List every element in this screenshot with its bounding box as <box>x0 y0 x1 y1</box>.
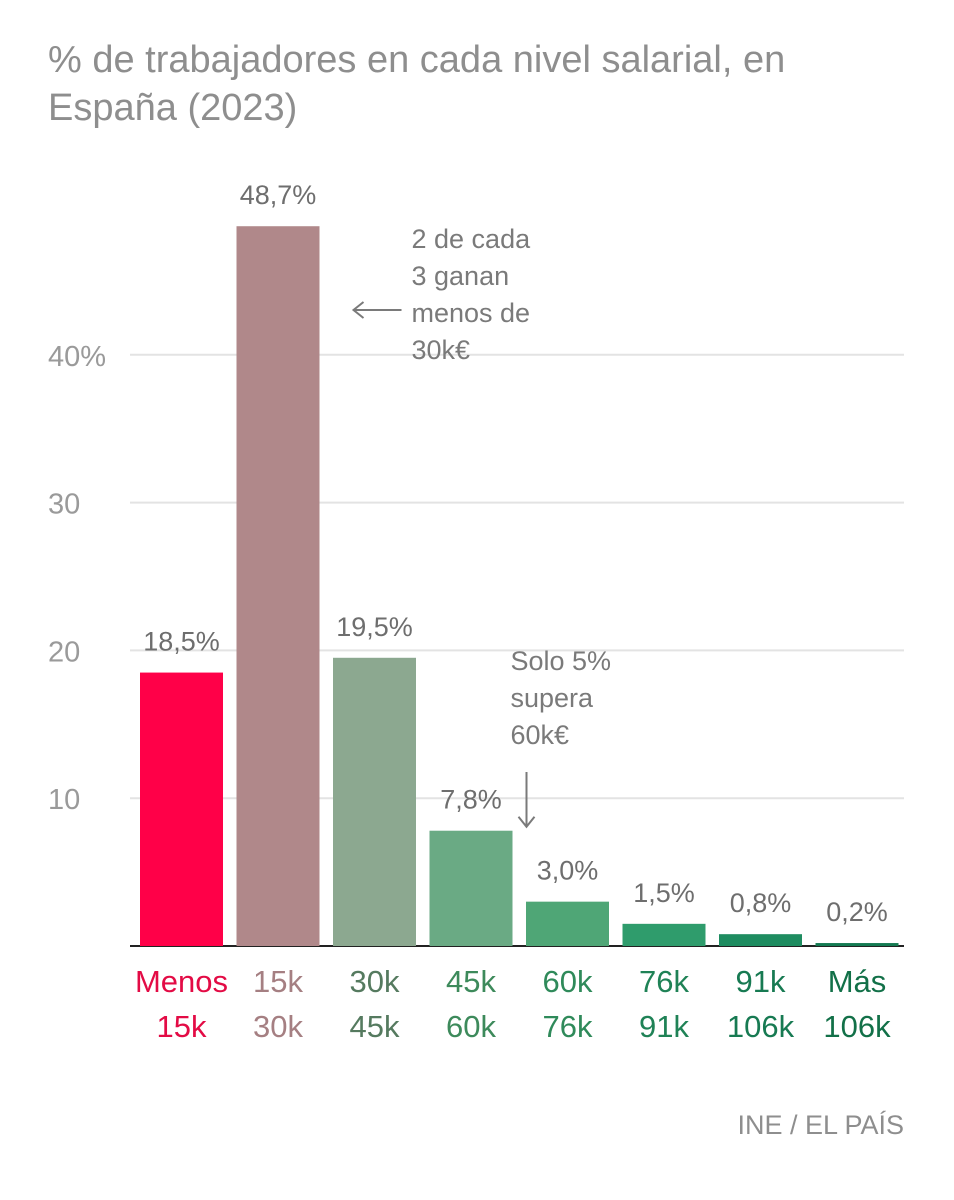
annotation-text: 60k€ <box>511 720 570 750</box>
annotation-text: supera <box>511 683 595 713</box>
annotations: 2 de cada 3 ganan menos de 30k€ Solo 5% super… <box>351 224 612 829</box>
bar <box>526 901 609 946</box>
annotation-text: 30k€ <box>412 335 471 365</box>
category-label: 30k <box>350 964 400 999</box>
source-credit: INE / EL PAÍS <box>737 1110 904 1140</box>
category-labels: Menos 15k 15k 30k 30k 45k 45k 60k 60k 76k 76k 91k 91… <box>135 964 891 1044</box>
bar-chart: 10 20 30 40% 18,5% 48,7% 19,5% 7,8% 3,0% 1,5% 0,8… <box>48 180 904 1044</box>
y-tick-label: 20 <box>48 636 80 668</box>
category-label: 45k <box>446 964 496 999</box>
category-label: 76k <box>543 1009 593 1044</box>
value-label: 19,5% <box>336 612 413 642</box>
y-tick-label: 30 <box>48 489 80 521</box>
category-label: 15k <box>253 964 303 999</box>
bar <box>815 943 899 946</box>
category-label: 60k <box>446 1009 496 1044</box>
y-tick-label: 40% <box>48 341 106 373</box>
value-label: 48,7% <box>240 180 317 210</box>
category-label: 30k <box>253 1009 303 1044</box>
annotation-text: 3 ganan <box>412 261 510 291</box>
value-label: 3,0% <box>537 856 599 886</box>
category-label: Menos <box>135 964 228 999</box>
category-label: 60k <box>543 964 593 999</box>
bar <box>719 934 802 946</box>
annotation-arrowhead <box>351 301 365 319</box>
value-label: 18,5% <box>143 627 220 657</box>
category-label: 45k <box>350 1009 400 1044</box>
bars <box>140 226 899 947</box>
value-label: 0,8% <box>730 888 792 918</box>
bar <box>429 830 513 946</box>
category-label: 106k <box>823 1009 891 1044</box>
bar <box>236 226 320 947</box>
value-label: 1,5% <box>633 878 695 908</box>
annotation-text: menos de <box>412 298 531 328</box>
bar <box>333 657 416 946</box>
value-label: 0,2% <box>826 897 888 927</box>
annotation-arrowhead <box>517 816 536 829</box>
bar <box>622 923 706 946</box>
category-label: 15k <box>157 1009 207 1044</box>
value-label: 7,8% <box>440 785 502 815</box>
category-label: 76k <box>639 964 689 999</box>
category-label: 106k <box>727 1009 795 1044</box>
annotation-text: Solo 5% <box>511 646 612 676</box>
category-label: Más <box>828 964 887 999</box>
bar <box>140 672 223 946</box>
y-tick-label: 10 <box>48 784 80 816</box>
annotation-text: 2 de cada <box>412 224 532 254</box>
value-labels: 18,5% 48,7% 19,5% 7,8% 3,0% 1,5% 0,8% 0,2% <box>143 180 888 927</box>
category-label: 91k <box>639 1009 689 1044</box>
category-label: 91k <box>736 964 786 999</box>
chart-title: % de trabajadores en cada nivel salarial… <box>48 39 786 129</box>
